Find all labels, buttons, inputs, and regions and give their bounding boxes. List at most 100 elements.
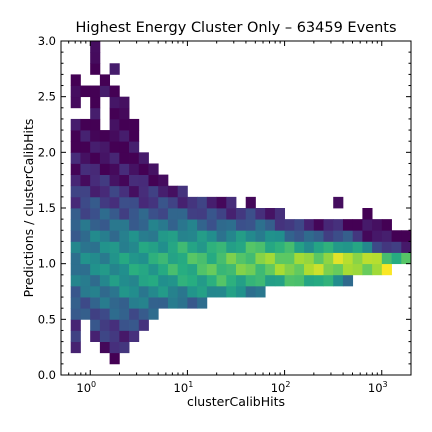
- heatmap-cell: [148, 308, 159, 320]
- heatmap-cell: [70, 274, 81, 287]
- heatmap-cell: [70, 74, 81, 86]
- heatmap-cell: [129, 163, 140, 175]
- heatmap-cell: [236, 252, 247, 265]
- heatmap-cell: [333, 252, 344, 265]
- heatmap-cell: [138, 319, 149, 331]
- heatmap-cell: [304, 219, 315, 231]
- heatmap-cell: [148, 174, 159, 187]
- heatmap-cell: [148, 285, 159, 298]
- heatmap-cell: [119, 152, 130, 164]
- heatmap-cell: [197, 208, 208, 220]
- heatmap-cell: [90, 52, 101, 64]
- heatmap-cell: [158, 174, 169, 187]
- heatmap-cell: [245, 263, 256, 276]
- heatmap-cell: [167, 285, 179, 298]
- heatmap-cell: [80, 152, 91, 164]
- heatmap-cell: [158, 185, 169, 198]
- heatmap-cell: [294, 274, 305, 287]
- heatmap-cell: [70, 185, 81, 198]
- heatmap-cell: [313, 230, 324, 242]
- heatmap-cell: [245, 219, 256, 231]
- heatmap-cell: [90, 174, 101, 187]
- heatmap-cell: [90, 230, 101, 242]
- heatmap-cell: [99, 285, 111, 298]
- chart-title: Highest Energy Cluster Only – 63459 Even…: [75, 20, 396, 36]
- y-tick-label: 2.0: [38, 145, 56, 159]
- heatmap-cell: [391, 230, 402, 242]
- heatmap-cell: [381, 263, 392, 276]
- heatmap-cell: [352, 263, 363, 276]
- heatmap-cell: [372, 263, 383, 276]
- heatmap-cell: [187, 219, 198, 231]
- heatmap-cell: [313, 219, 324, 231]
- heatmap-cell: [284, 274, 295, 287]
- heatmap-cell: [119, 241, 130, 253]
- heatmap-cell: [362, 263, 373, 276]
- heatmap-cell: [119, 96, 130, 109]
- heatmap-cell: [148, 163, 159, 175]
- heatmap-cell: [294, 252, 305, 265]
- heatmap-cell: [362, 208, 373, 220]
- heatmap-cell: [90, 297, 101, 309]
- x-axis-label: clusterCalibHits: [187, 394, 285, 409]
- heatmap-cell: [167, 241, 179, 253]
- heatmap-cell: [119, 118, 130, 131]
- heatmap-cell: [109, 330, 120, 342]
- heatmap-cell: [255, 252, 266, 265]
- heatmap-cell: [177, 285, 188, 298]
- heatmap-cell: [80, 174, 91, 187]
- heatmap-cell: [129, 118, 140, 131]
- heatmap-cell: [138, 252, 149, 265]
- heatmap-cell: [255, 230, 266, 242]
- heatmap-cell: [138, 152, 149, 164]
- heatmap-cell: [158, 208, 169, 220]
- heatmap-cell: [129, 330, 140, 342]
- heatmap-cell: [109, 118, 120, 131]
- heatmap-cell: [206, 219, 217, 231]
- heatmap-cell: [362, 230, 373, 242]
- heatmap-cell: [167, 208, 179, 220]
- heatmap-cell: [245, 252, 256, 265]
- heatmap-cell: [274, 241, 286, 253]
- heatmap-cell: [197, 230, 208, 242]
- heatmap-cell: [342, 252, 354, 265]
- heatmap-cell: [80, 118, 91, 131]
- heatmap-cell: [109, 252, 120, 265]
- heatmap-cell: [70, 163, 81, 175]
- y-tick-label: 1.5: [38, 201, 56, 215]
- heatmap-cell: [129, 174, 140, 187]
- heatmap-cell: [109, 352, 120, 365]
- heatmap-cell: [226, 230, 237, 242]
- heatmap-cell: [158, 230, 169, 242]
- heatmap-cell: [236, 219, 247, 231]
- heatmap-cell: [129, 141, 140, 153]
- heatmap-cell: [148, 219, 159, 231]
- heatmap-cell: [342, 274, 354, 287]
- heatmap-cell: [206, 285, 217, 298]
- heatmap-cell: [80, 308, 91, 320]
- heatmap-cell: [284, 252, 295, 265]
- heatmap-cell: [119, 263, 130, 276]
- heatmap-cell: [167, 274, 179, 287]
- heatmap-cell: [119, 219, 130, 231]
- heatmap-cell: [236, 285, 247, 298]
- heatmap-cell: [245, 274, 256, 287]
- heatmap-cell: [216, 196, 227, 209]
- heatmap-cell: [109, 263, 120, 276]
- heatmap-cell: [342, 230, 354, 242]
- heatmap-cell: [148, 196, 159, 209]
- heatmap-cell: [99, 141, 111, 153]
- heatmap-cell: [138, 219, 149, 231]
- heatmap-cell: [401, 241, 412, 253]
- heatmap-cell: [177, 252, 188, 265]
- heatmap-cell: [129, 274, 140, 287]
- heatmap-cell: [90, 85, 101, 98]
- heatmap-cell: [236, 263, 247, 276]
- heatmap-cell: [333, 263, 344, 276]
- heatmap-cell: [99, 252, 111, 265]
- heatmap-cell: [158, 285, 169, 298]
- heatmap-cell: [216, 219, 227, 231]
- heatmap-cell: [119, 163, 130, 175]
- heatmap-cell: [333, 196, 344, 209]
